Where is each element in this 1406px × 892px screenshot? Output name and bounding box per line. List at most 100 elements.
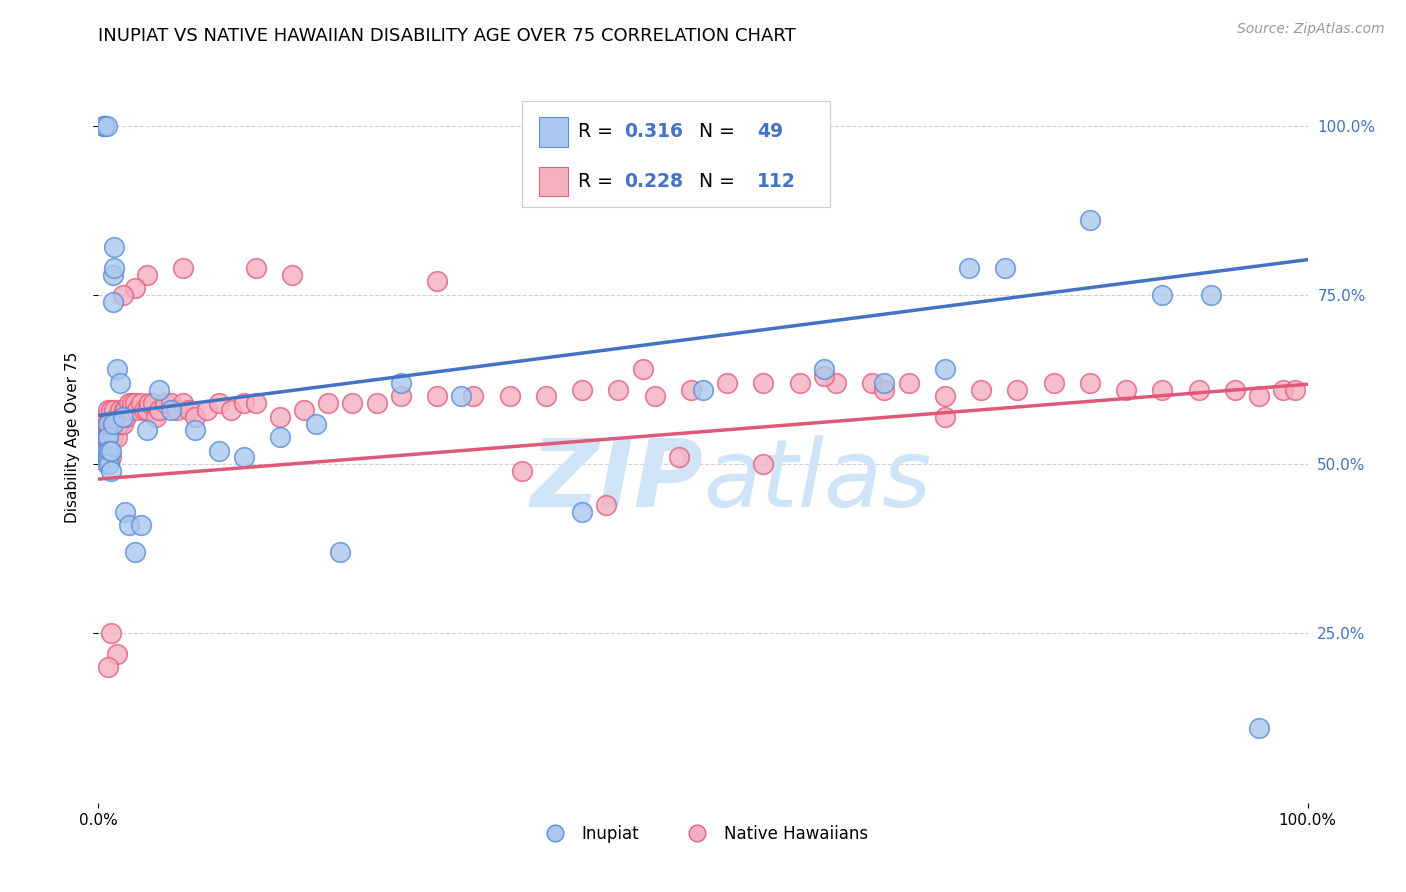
Point xyxy=(245,396,267,410)
Point xyxy=(1188,383,1211,397)
Point xyxy=(100,626,122,640)
Point xyxy=(110,409,132,424)
Point xyxy=(93,417,115,431)
Point xyxy=(1284,383,1306,397)
Point xyxy=(135,268,157,282)
Point xyxy=(103,260,125,275)
Point xyxy=(534,389,557,403)
Point xyxy=(160,403,183,417)
Point xyxy=(1152,383,1174,397)
Point xyxy=(644,389,666,403)
Point xyxy=(463,389,485,403)
Text: N =: N = xyxy=(688,172,741,191)
Point xyxy=(124,396,146,410)
Point xyxy=(101,417,124,431)
FancyBboxPatch shape xyxy=(522,101,830,207)
Point xyxy=(232,396,254,410)
Point xyxy=(897,376,920,390)
Point xyxy=(93,119,115,133)
Point xyxy=(101,417,124,431)
Point xyxy=(595,498,617,512)
Point xyxy=(108,417,131,431)
Point xyxy=(994,260,1017,275)
Point xyxy=(96,443,118,458)
Point xyxy=(98,450,121,465)
Point xyxy=(232,450,254,465)
Point xyxy=(91,443,114,458)
Point xyxy=(498,389,520,403)
Point xyxy=(96,430,118,444)
Point xyxy=(607,383,630,397)
Point xyxy=(389,389,412,403)
Text: ZIP: ZIP xyxy=(530,435,703,527)
Point xyxy=(957,260,980,275)
Point xyxy=(145,409,167,424)
Point xyxy=(108,403,131,417)
Point xyxy=(98,443,121,458)
Point xyxy=(1223,383,1246,397)
Point xyxy=(679,383,702,397)
Point xyxy=(153,396,176,410)
Point xyxy=(118,403,141,417)
Point xyxy=(631,362,654,376)
Point xyxy=(813,369,835,384)
Text: atlas: atlas xyxy=(703,435,931,526)
Point xyxy=(127,403,149,417)
Point xyxy=(101,294,124,309)
Point xyxy=(1249,389,1271,403)
Point xyxy=(825,376,848,390)
Point xyxy=(121,396,143,410)
Point xyxy=(510,464,533,478)
Point xyxy=(142,396,165,410)
Point xyxy=(1152,288,1174,302)
Text: N =: N = xyxy=(688,122,741,142)
Point xyxy=(97,450,120,465)
Point xyxy=(135,403,157,417)
Point xyxy=(124,545,146,559)
Point xyxy=(111,409,134,424)
Text: 0.316: 0.316 xyxy=(624,122,683,142)
Point xyxy=(571,383,593,397)
Point xyxy=(101,430,124,444)
Point xyxy=(103,417,125,431)
Point xyxy=(129,518,152,533)
Point xyxy=(129,396,152,410)
Point xyxy=(93,119,115,133)
Text: 112: 112 xyxy=(758,172,796,191)
Point xyxy=(166,403,188,417)
Point xyxy=(112,403,135,417)
Point xyxy=(245,260,267,275)
Point xyxy=(1272,383,1295,397)
Point xyxy=(98,457,121,471)
Point xyxy=(366,396,388,410)
Point xyxy=(184,423,207,437)
Point xyxy=(426,389,449,403)
Point xyxy=(103,403,125,417)
Point xyxy=(148,403,170,417)
Point xyxy=(389,376,412,390)
Point xyxy=(138,396,160,410)
Point xyxy=(94,430,117,444)
Text: R =: R = xyxy=(578,172,619,191)
Point xyxy=(114,505,136,519)
Text: 49: 49 xyxy=(758,122,783,142)
Text: R =: R = xyxy=(578,122,619,142)
Point xyxy=(1042,376,1064,390)
Point xyxy=(1078,376,1101,390)
Point xyxy=(135,423,157,437)
Point xyxy=(97,417,120,431)
Point xyxy=(208,443,231,458)
Point xyxy=(450,389,472,403)
Point xyxy=(100,450,122,465)
Point xyxy=(96,450,118,465)
Point xyxy=(692,383,714,397)
Point xyxy=(269,430,291,444)
Point xyxy=(1007,383,1029,397)
Point xyxy=(160,396,183,410)
Point xyxy=(269,409,291,424)
Point xyxy=(103,240,125,254)
Point xyxy=(96,430,118,444)
Point xyxy=(208,396,231,410)
Point xyxy=(873,376,896,390)
Point xyxy=(934,389,956,403)
